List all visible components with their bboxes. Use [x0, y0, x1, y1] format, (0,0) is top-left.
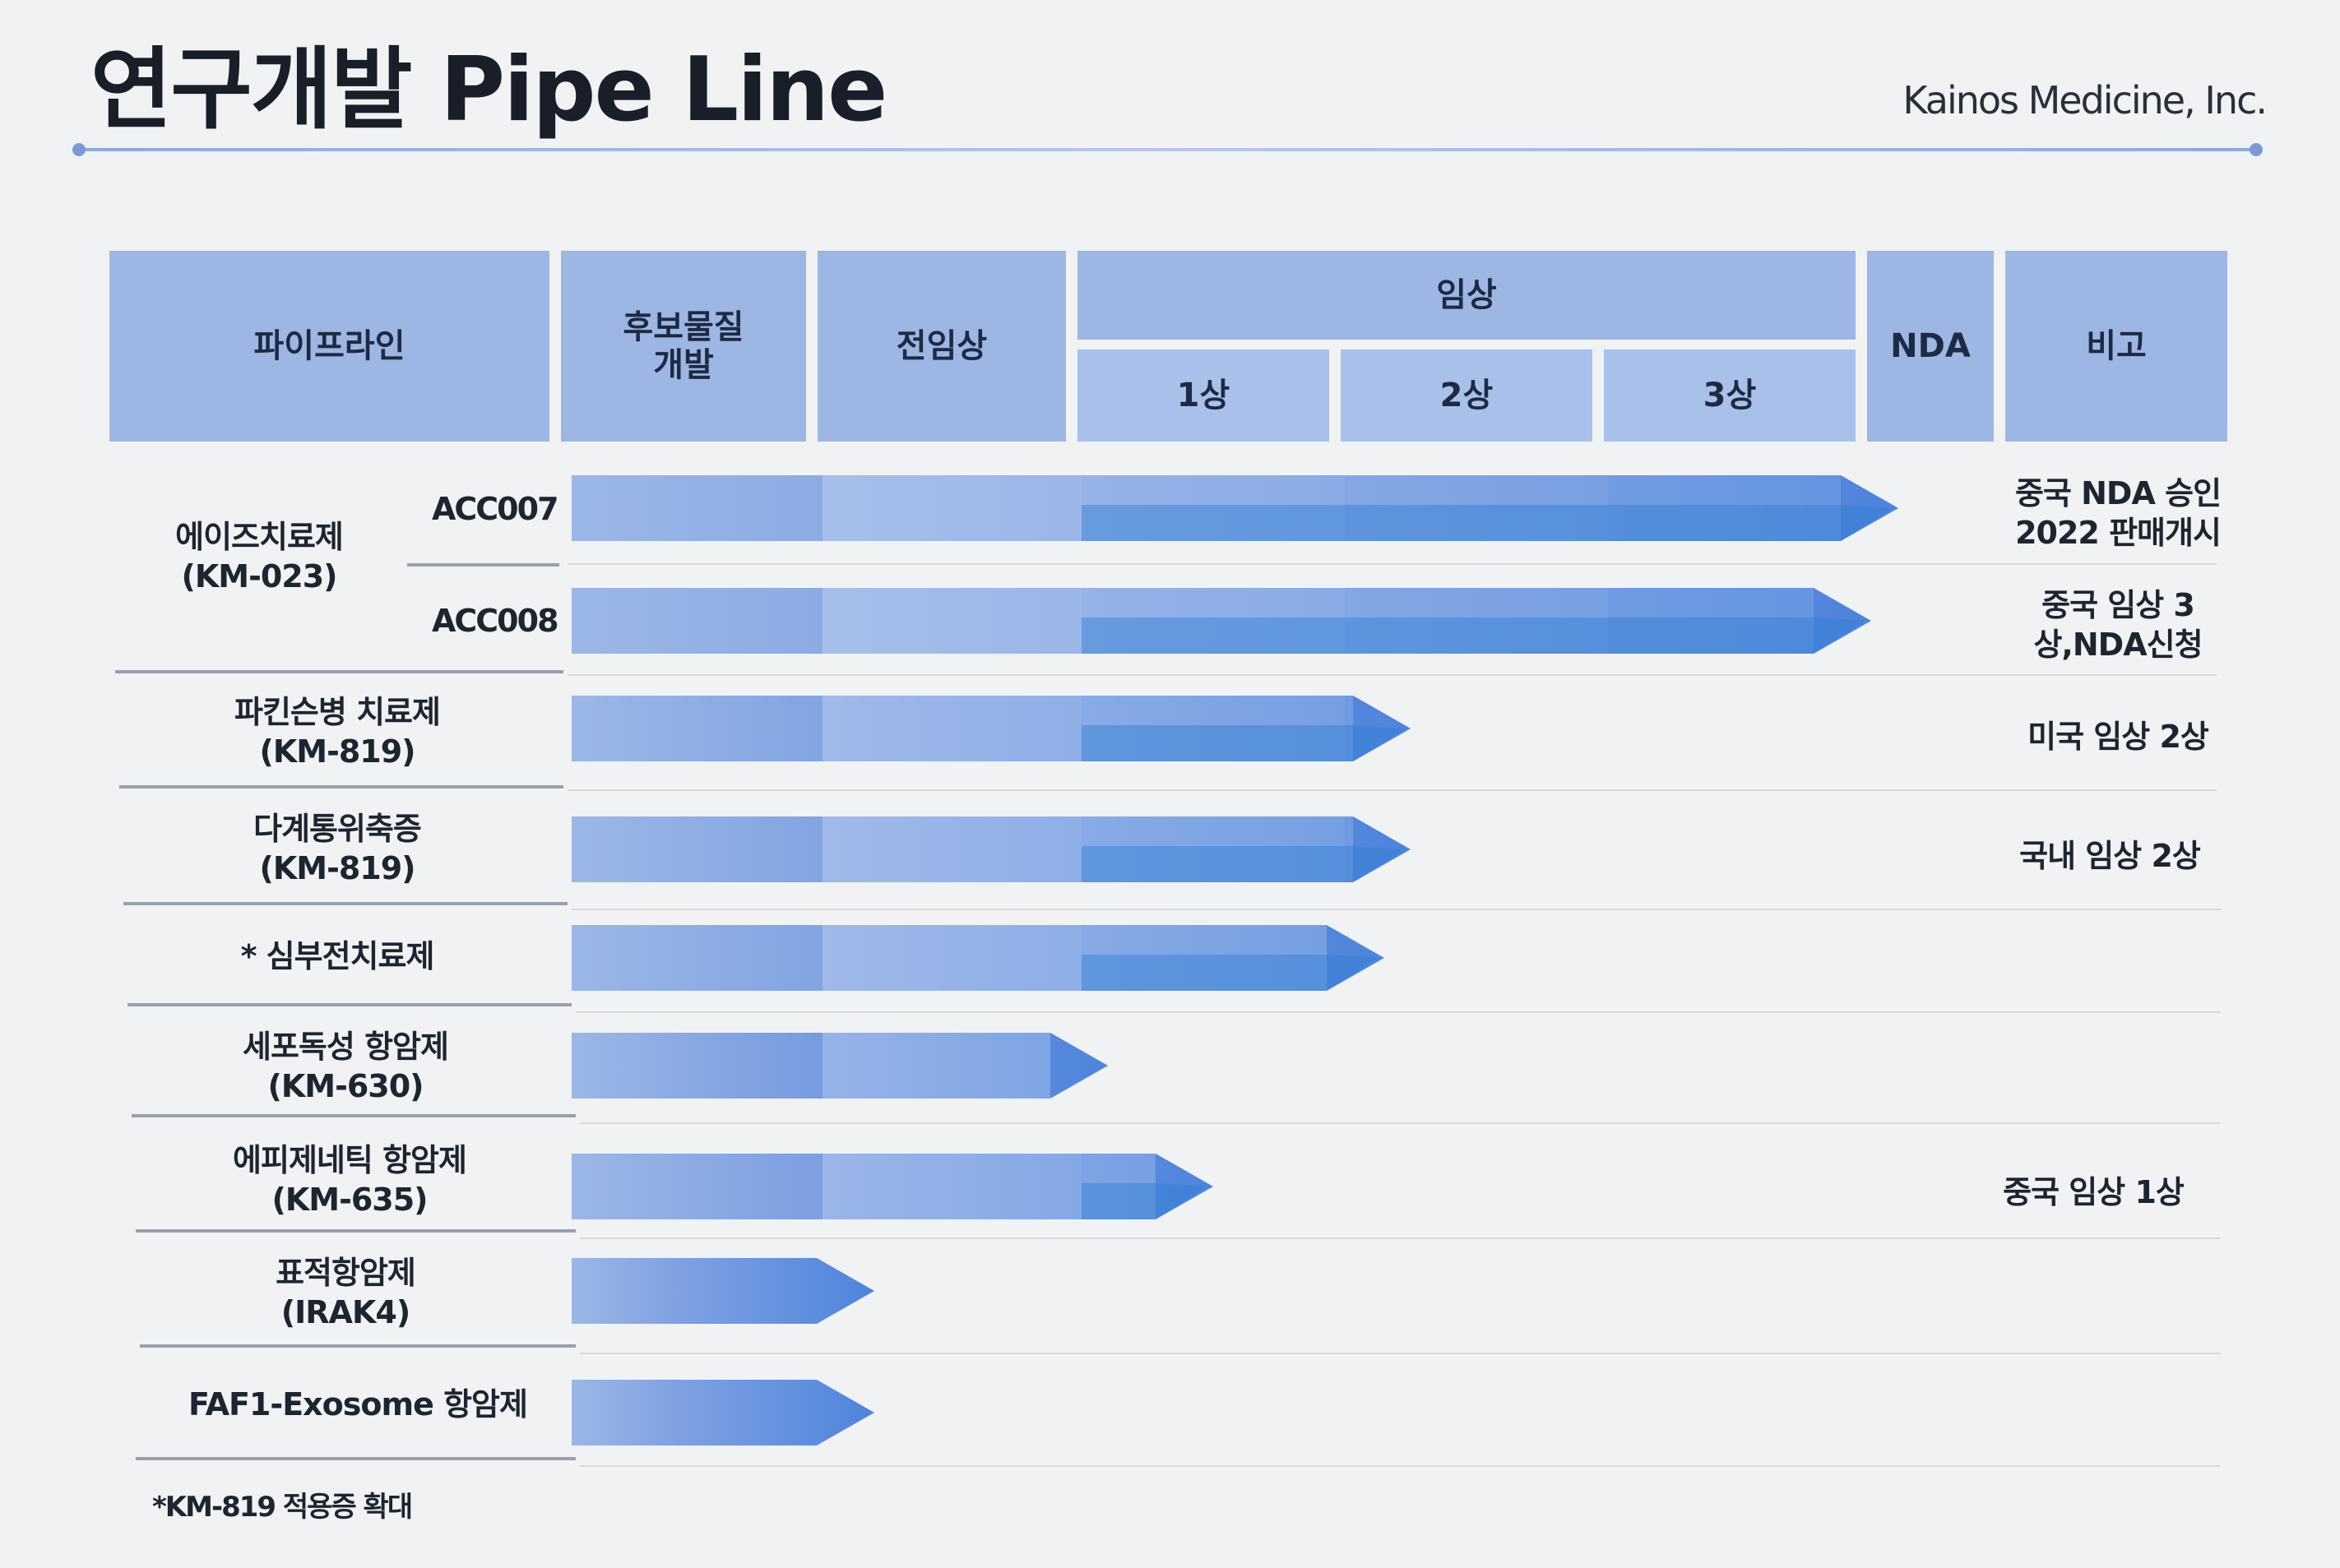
stage-band-parkinson — [1082, 696, 1345, 761]
separator-row — [123, 902, 568, 905]
acc007-label: ACC007 — [432, 491, 559, 527]
progress-bar-cyto — [572, 1033, 1108, 1099]
progress-bar-epi — [572, 1154, 1213, 1219]
progress-bar-acc008 — [572, 588, 1871, 654]
progress-strip-acc008 — [1082, 617, 1865, 654]
footnote: *KM-819 적용증 확대 — [152, 1491, 413, 1524]
header-candidate: 후보물질 개발 — [561, 251, 806, 442]
header-phase3: 3상 — [1604, 349, 1856, 442]
stage-band-acc008 — [1082, 588, 1345, 654]
stage-band-acc007 — [1082, 475, 1345, 541]
stage-band-heart — [822, 925, 1082, 991]
row-label-epi: 에피제네틱 항암제 (KM-635) — [233, 1142, 467, 1218]
separator-row — [136, 1229, 576, 1233]
header-preclinical: 전임상 — [818, 251, 1066, 442]
stage-band-acc008 — [1345, 588, 1608, 654]
stage-band-msa — [1345, 816, 1353, 882]
aids-group-label: 에이즈치료제 (KM-023) — [175, 519, 344, 594]
separator-row-light — [568, 789, 2217, 791]
header-remarks: 비고 — [2005, 251, 2227, 442]
header-nda: NDA — [1867, 251, 1994, 442]
stage-band-epi — [822, 1154, 1082, 1219]
stage-band-acc008 — [1608, 588, 1814, 654]
stage-band-msa — [1082, 816, 1345, 882]
header-phase2: 2상 — [1341, 349, 1592, 442]
acc008-label: ACC008 — [432, 603, 559, 639]
progress-strip-epi — [1082, 1183, 1207, 1219]
progress-bar-msa — [572, 816, 1411, 882]
separator-row-light — [572, 909, 2221, 910]
separator-row — [136, 1457, 576, 1460]
stage-band-acc008 — [822, 588, 1082, 654]
stage-band-parkinson — [822, 696, 1082, 761]
row-label-msa: 다계통위축증 (KM-819) — [253, 811, 422, 886]
stage-band-parkinson — [1345, 696, 1353, 761]
separator-row-light — [580, 1353, 2221, 1354]
header-phase1: 1상 — [1077, 349, 1329, 442]
title-divider — [78, 148, 2258, 151]
note-parkinson: 미국 임상 2상 — [2027, 719, 2209, 755]
progress-strip-heart — [1082, 955, 1379, 991]
stage-band-epi — [1082, 1154, 1156, 1219]
separator-row-light — [580, 1465, 2221, 1467]
header-clinical: 임상 — [1077, 251, 1856, 340]
separator-aids-inner — [407, 563, 559, 567]
separator-row-light — [568, 674, 2217, 676]
row-label-faf1: FAF1-Exosome 항암제 — [188, 1386, 528, 1422]
row-label-heart: * 심부전치료제 — [240, 938, 435, 974]
separator-row-light — [580, 1237, 2221, 1239]
stage-band-msa — [822, 816, 1082, 882]
note-acc007: 중국 NDA 승인 2022 판매개시 — [2014, 475, 2222, 551]
progress-strip-acc007 — [1082, 505, 1893, 541]
progress-strip-parkinson — [1082, 725, 1405, 761]
divider-dot-left — [72, 143, 86, 156]
stage-band-cyto — [822, 1033, 1050, 1099]
progress-bar-target — [572, 1258, 874, 1324]
row-label-target: 표적항암제 (IRAK4) — [276, 1255, 416, 1330]
header-pipeline: 파이프라인 — [109, 251, 549, 442]
row-label-cyto: 세포독성 항암제 (KM-630) — [243, 1029, 449, 1104]
separator-aids-inner-light — [568, 563, 2217, 565]
note-msa: 국내 임상 2상 — [2019, 838, 2201, 874]
separator-row — [119, 785, 563, 789]
separator-row — [132, 1114, 576, 1117]
progress-bar-heart — [572, 925, 1384, 991]
note-epi: 중국 임상 1상 — [2003, 1174, 2185, 1210]
progress-bar-parkinson — [572, 696, 1411, 761]
progress-strip-msa — [1082, 846, 1405, 882]
progress-bar-acc007 — [572, 475, 1898, 541]
separator-row — [115, 670, 563, 673]
stage-band-acc007 — [822, 475, 1082, 541]
stage-band-acc007 — [1608, 475, 1841, 541]
company-name: Kainos Medicine, Inc. — [1902, 78, 2268, 123]
separator-row-light — [576, 1011, 2221, 1013]
note-acc008: 중국 임상 3 상,NDA신청 — [2033, 587, 2203, 663]
page-title: 연구개발 Pipe Line — [90, 39, 887, 141]
stage-band-heart — [1082, 925, 1327, 991]
row-label-parkinson: 파킨슨병 치료제 (KM-819) — [234, 694, 441, 770]
separator-row — [140, 1344, 576, 1348]
stage-band-acc007 — [1345, 475, 1608, 541]
separator-row — [127, 1003, 572, 1006]
separator-row-light — [580, 1122, 2221, 1124]
divider-dot-right — [2250, 143, 2263, 156]
progress-bar-faf1 — [572, 1380, 874, 1445]
